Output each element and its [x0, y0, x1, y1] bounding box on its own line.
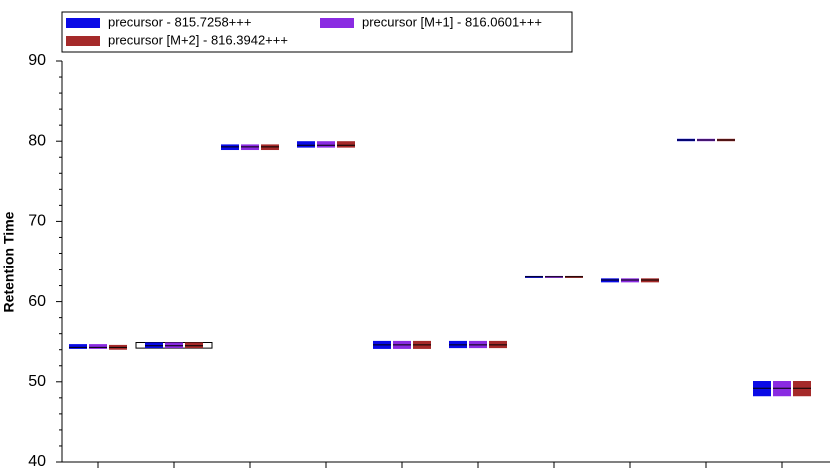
y-tick-label: 70: [28, 213, 46, 230]
box: [89, 344, 107, 349]
y-tick-label: 50: [28, 373, 46, 390]
box: [317, 141, 335, 148]
y-tick-label: 60: [28, 293, 46, 310]
y-axis-label: Retention Time: [1, 211, 17, 312]
legend-label: precursor [M+1] - 816.0601+++: [362, 14, 542, 29]
legend-box: [61, 11, 573, 53]
box: [297, 141, 315, 148]
box: [69, 344, 87, 349]
box: [337, 141, 355, 148]
y-tick-label: 40: [28, 453, 46, 470]
y-tick-label: 90: [28, 52, 46, 69]
legend-swatch: [320, 18, 354, 28]
y-tick-label: 80: [28, 132, 46, 149]
legend-label: precursor - 815.7258+++: [108, 14, 251, 29]
legend-label: precursor [M+2] - 816.3942+++: [108, 32, 288, 47]
legend-swatch: [66, 18, 100, 28]
legend-swatch: [66, 36, 100, 46]
